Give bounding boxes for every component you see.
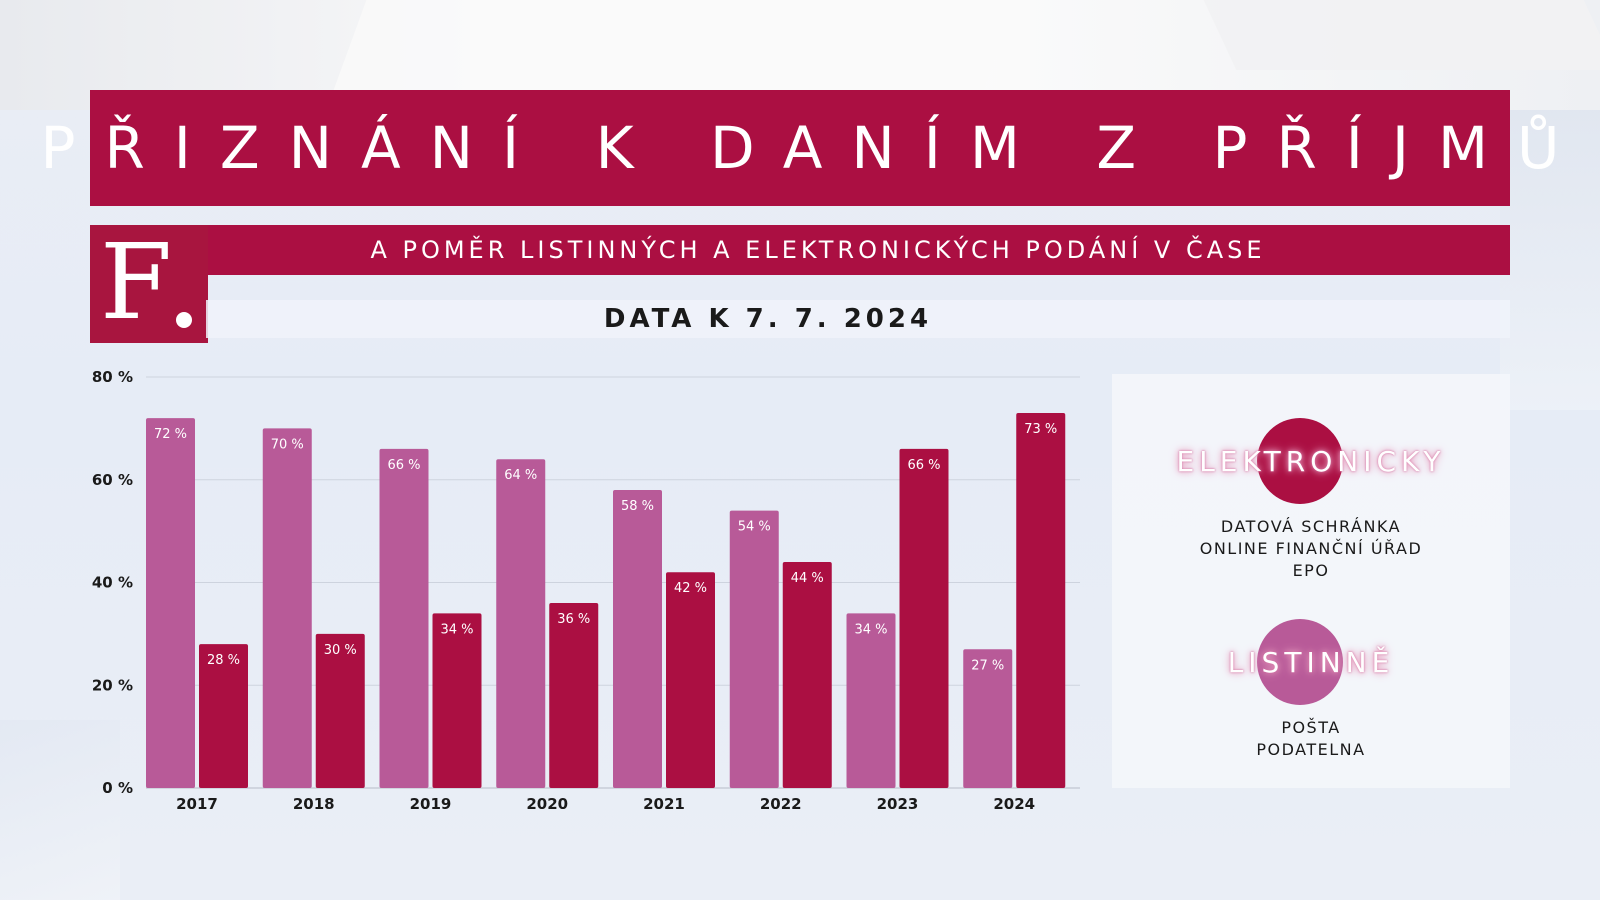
data-label: 70 %: [271, 437, 304, 452]
data-date: DATA K 7. 7. 2024: [603, 304, 933, 334]
bar-listinne: [963, 649, 1013, 788]
bar-elektronicky: [199, 644, 248, 788]
bar-listinne: [379, 448, 429, 788]
page-title: PŘIZNÁNÍ K DANÍM Z PŘÍJMŮ: [40, 114, 1589, 182]
x-tick-label: 2022: [760, 795, 802, 813]
x-tick-label: 2017: [176, 795, 218, 813]
bar-chart: 0 % 20 % 40 % 60 % 80 % 72 % 28 % 2017 70 % 30 % 2…: [92, 368, 1080, 813]
date-strip: DATA K 7. 7. 2024: [206, 300, 1510, 338]
legend-swatch: [1257, 418, 1343, 504]
data-label: 66 %: [907, 458, 940, 473]
bar-elektronicky: [666, 572, 715, 788]
data-label: 58 %: [621, 499, 654, 514]
data-label: 28 %: [207, 653, 240, 668]
bar-listinne: [846, 613, 896, 788]
bar-elektronicky: [899, 448, 949, 788]
bar-listinne: [146, 418, 195, 788]
data-label: 42 %: [674, 581, 707, 596]
legend-description: EPO: [1292, 561, 1330, 580]
data-label: 27 %: [971, 658, 1004, 673]
legend-swatch: [1257, 619, 1343, 705]
legend-description: ONLINE FINANČNÍ ÚŘAD: [1199, 539, 1423, 558]
logo-dot: [176, 312, 192, 328]
bar-elektronicky: [432, 613, 482, 788]
data-label: 36 %: [557, 612, 590, 627]
data-label: 44 %: [791, 571, 824, 586]
bar-elektronicky: [315, 633, 365, 788]
data-label: 54 %: [738, 520, 771, 535]
y-tick-label: 80 %: [92, 368, 133, 386]
background-shape: [1203, 0, 1600, 70]
data-label: 66 %: [387, 458, 420, 473]
y-tick-label: 60 %: [92, 471, 133, 489]
legend-panel: ELEKTRONICKY DATOVÁ SCHRÁNKA ONLINE FINANČ…: [1112, 374, 1510, 788]
y-tick-label: 40 %: [92, 574, 133, 592]
data-label: 30 %: [324, 643, 357, 658]
page-subtitle: A POMĚR LISTINNÝCH A ELEKTRONICKÝCH PODÁ…: [370, 236, 1266, 264]
logo-letter: F: [100, 225, 173, 343]
legend-name: ELEKTRONICKY: [1176, 445, 1446, 478]
bar-listinne: [496, 459, 546, 788]
x-tick-label: 2021: [643, 795, 685, 813]
data-label: 72 %: [154, 427, 187, 442]
legend-description: PODATELNA: [1256, 740, 1366, 759]
x-tick-label: 2018: [293, 795, 335, 813]
legend-name: LISTINNĚ: [1227, 646, 1395, 679]
data-label: 64 %: [504, 468, 537, 483]
data-label: 34 %: [440, 622, 473, 637]
bar-elektronicky: [1016, 412, 1066, 788]
legend-description: POŠTA: [1281, 718, 1341, 737]
x-tick-label: 2020: [526, 795, 568, 813]
x-tick-label: 2023: [877, 795, 919, 813]
subtitle-banner: A POMĚR LISTINNÝCH A ELEKTRONICKÝCH PODÁ…: [206, 225, 1510, 275]
y-tick-label: 0 %: [102, 779, 133, 797]
data-label: 73 %: [1024, 422, 1057, 437]
bar-elektronicky: [782, 561, 832, 788]
legend-description: DATOVÁ SCHRÁNKA: [1220, 517, 1402, 536]
brand-logo: F: [90, 225, 208, 343]
y-tick-label: 20 %: [92, 676, 133, 694]
x-tick-label: 2024: [993, 795, 1035, 813]
title-banner: PŘIZNÁNÍ K DANÍM Z PŘÍJMŮ: [40, 90, 1560, 206]
x-tick-label: 2019: [410, 795, 452, 813]
data-label: 34 %: [854, 622, 887, 637]
bar-listinne: [729, 510, 779, 788]
bar-listinne: [262, 428, 312, 788]
bar-listinne: [613, 490, 662, 788]
bar-elektronicky: [549, 603, 599, 788]
